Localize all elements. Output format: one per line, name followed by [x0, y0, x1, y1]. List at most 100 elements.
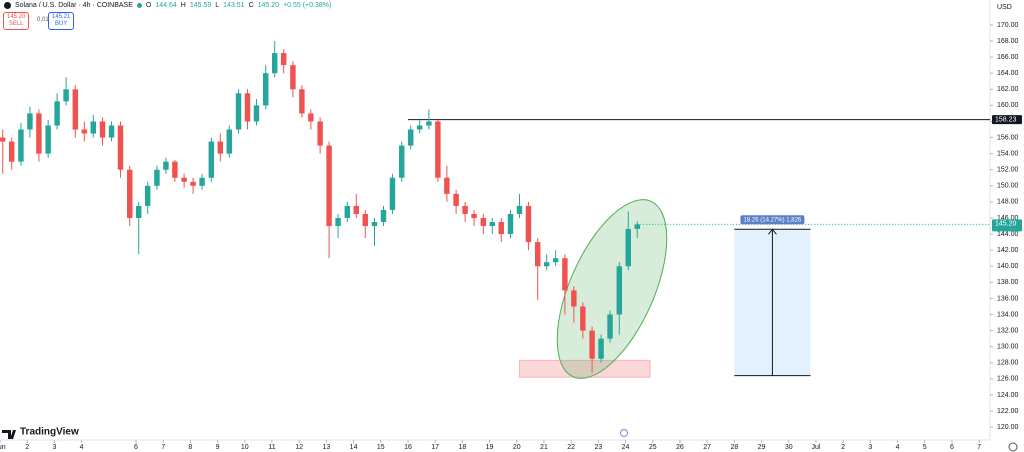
- h-value: 145.59: [189, 2, 212, 9]
- o-value: 144.64: [155, 2, 177, 9]
- x-tick-label: 3: [52, 444, 56, 451]
- y-tick-label: 126.00: [997, 376, 1019, 383]
- buy-button[interactable]: 145.21 BUY: [48, 12, 75, 30]
- x-tick-label: 14: [350, 444, 358, 451]
- event-marker[interactable]: [620, 429, 628, 437]
- candle-body: [525, 205, 532, 243]
- x-tick-label: 15: [377, 444, 385, 451]
- candle-body: [471, 213, 477, 218]
- status-dot: [136, 3, 142, 8]
- sell-label: SELL: [8, 21, 24, 27]
- x-tick-label: 7: [977, 444, 981, 451]
- candle-body: [625, 228, 631, 267]
- candle-body: [0, 137, 6, 142]
- y-tick-label: 136.00: [997, 295, 1019, 302]
- symbol-title: Solana / U.S. Dollar · 4h · COINBASE: [15, 2, 133, 9]
- candle-body: [562, 258, 568, 291]
- candle-body: [253, 105, 260, 122]
- sell-button[interactable]: 145.20 SELL: [3, 12, 30, 30]
- candle-body: [199, 177, 205, 186]
- buy-price: 145.21: [52, 14, 71, 20]
- symbol-icon: [4, 2, 11, 9]
- x-tick-label: 18: [458, 444, 466, 451]
- candle-body: [117, 125, 124, 170]
- y-tick-label: 156.00: [997, 134, 1019, 141]
- y-tick-label: 166.00: [997, 54, 1019, 61]
- c-value: 145.20: [257, 2, 280, 9]
- candle-body: [208, 141, 215, 178]
- candle-body: [534, 242, 541, 267]
- candle-body: [99, 121, 106, 138]
- add-button[interactable]: [1008, 442, 1018, 452]
- change: +0.55 (+0.38%): [283, 2, 332, 9]
- candle-body: [190, 181, 196, 186]
- last-price-tag: [992, 219, 1022, 232]
- x-tick-label: 20: [513, 444, 521, 451]
- candle-body: [90, 121, 97, 134]
- candle-body: [598, 338, 604, 359]
- candle-body: [344, 205, 351, 218]
- candle-body: [498, 222, 504, 235]
- x-tick-label: 16: [404, 444, 412, 451]
- support-zone: [518, 359, 651, 378]
- candle-body: [480, 217, 487, 227]
- candle-body: [45, 125, 51, 154]
- x-tick-label: 21: [540, 444, 548, 451]
- l-value: 143.51: [223, 2, 245, 9]
- candle-body: [290, 65, 296, 90]
- x-tick-label: 29: [758, 444, 766, 451]
- candle-body: [589, 330, 595, 359]
- candle-body: [280, 53, 287, 66]
- y-tick-label: 168.00: [997, 38, 1019, 45]
- candle-body: [81, 129, 88, 134]
- y-tick-label: 132.00: [997, 327, 1019, 334]
- candle-body: [380, 209, 387, 223]
- candle-body: [462, 205, 468, 214]
- candle-body: [127, 169, 133, 218]
- candle-body: [426, 121, 432, 126]
- x-tick-label: 10: [241, 444, 249, 451]
- x-tick-label: 17: [431, 444, 439, 451]
- y-tick-label: 152.00: [997, 167, 1019, 174]
- x-tick-label: 25: [649, 444, 657, 451]
- x-tick-label: Jun: [0, 444, 6, 451]
- candle-body: [271, 53, 278, 74]
- x-tick-label: 26: [676, 444, 684, 451]
- x-tick-label: 30: [785, 444, 793, 451]
- x-tick-label: 6: [134, 444, 138, 451]
- x-tick-label: 6: [950, 444, 954, 451]
- candle-body: [18, 129, 24, 162]
- y-tick-label: 144.00: [997, 231, 1019, 238]
- y-tick-label: 150.00: [997, 183, 1019, 190]
- candle-body: [8, 141, 15, 162]
- candle-body: [335, 217, 341, 227]
- x-tick-label: 12: [295, 444, 303, 451]
- candle-body: [326, 145, 332, 227]
- candle-body: [444, 177, 450, 194]
- candle-body: [181, 177, 187, 182]
- candle-body: [634, 224, 640, 229]
- candle-body: [63, 89, 69, 102]
- y-tick-label: 160.00: [997, 102, 1019, 109]
- last-price-label: 145.20: [995, 220, 1017, 227]
- measure-arrowhead: [768, 228, 777, 235]
- y-tick-label: 138.00: [997, 279, 1019, 286]
- x-tick-label: 23: [594, 444, 602, 451]
- brand: TradingView: [20, 427, 79, 438]
- candle-body: [552, 258, 559, 263]
- candle-body: [226, 129, 232, 154]
- x-tick-label: 5: [923, 444, 927, 451]
- x-tick-label: 27: [703, 444, 711, 451]
- x-tick-label: 13: [322, 444, 330, 451]
- x-tick-label: 2: [841, 444, 845, 451]
- candle-body: [163, 161, 169, 170]
- measure-label-bg: [740, 215, 805, 225]
- y-tick-label: 164.00: [997, 70, 1019, 77]
- spread: 0.01: [34, 16, 52, 25]
- y-tick-label: 134.00: [997, 311, 1019, 318]
- highlight-ellipse: [556, 199, 668, 379]
- x-tick-label: 28: [730, 444, 738, 451]
- candle-body: [516, 205, 523, 214]
- brand-logo: [2, 430, 16, 439]
- y-tick-label: 120.00: [997, 424, 1019, 431]
